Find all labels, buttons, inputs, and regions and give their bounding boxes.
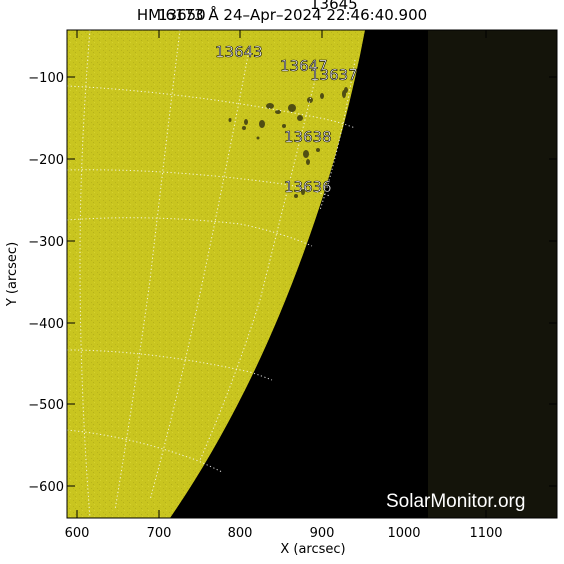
y-tick-label: −500: [28, 398, 64, 413]
x-tick-label: 1000: [387, 526, 420, 541]
x-tick-label: 700: [147, 526, 172, 541]
plot-frame: [66, 29, 558, 519]
y-tick-label: −400: [28, 317, 64, 332]
off-data-region: [428, 30, 557, 518]
heliographic-grid: [67, 30, 356, 518]
active-region-label: 13638: [284, 128, 332, 146]
overlapping-region-label-top: 13645: [310, 0, 358, 13]
y-tick-label: −300: [28, 235, 64, 250]
x-tick-labels: 600 700 800 900 1000 1100: [65, 526, 503, 541]
x-axis-ticks: [76, 30, 487, 518]
y-tick-label: −600: [28, 480, 64, 495]
overlapping-region-label: 13650: [158, 6, 206, 24]
x-tick-label: 800: [228, 526, 253, 541]
y-axis-label: Y (arcsec): [5, 242, 20, 307]
solar-disk: [67, 30, 365, 518]
active-region-label: 13643: [215, 43, 263, 61]
x-axis-label: X (arcsec): [280, 542, 345, 557]
y-tick-labels: −100 −200 −300 −400 −500 −600: [28, 71, 64, 495]
active-region-label: 13636: [284, 178, 332, 196]
x-tick-label: 900: [310, 526, 335, 541]
sunspot-cluster: [228, 87, 348, 198]
active-region-label: 13647: [280, 57, 328, 75]
image-title: HMI6173 Å 24–Apr–2024 22:46:40.900: [136, 6, 428, 24]
x-tick-label: 600: [65, 526, 90, 541]
y-tick-label: −100: [28, 71, 64, 86]
y-axis-ticks: [67, 76, 557, 487]
active-region-label: 13637: [310, 66, 358, 84]
watermark-text: SolarMonitor.org: [386, 491, 525, 512]
x-tick-label: 1100: [469, 526, 502, 541]
y-tick-label: −200: [28, 153, 64, 168]
